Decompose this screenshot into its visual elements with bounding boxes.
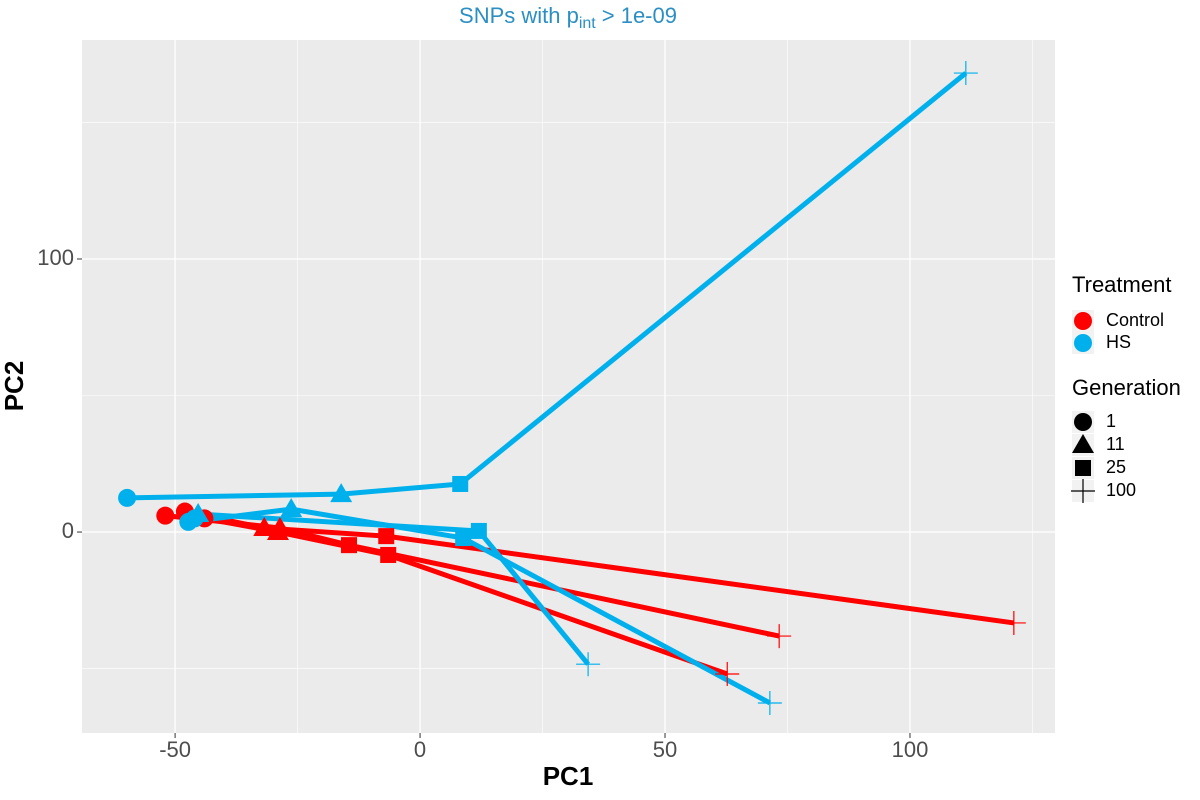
y-tick-label: 100 [37,245,74,270]
legend-label: HS [1106,332,1131,352]
legend-label: 25 [1106,457,1126,477]
legend-label: 11 [1106,434,1125,454]
legend-label: 1 [1106,411,1116,431]
series-line [204,515,729,677]
legend-marker [1072,434,1094,453]
series-line [127,71,968,501]
chart-title: SNPs with pint > 1e-09 [459,3,677,32]
title-subscript: int [579,15,596,32]
legend-label: Control [1106,310,1164,330]
point [757,690,782,715]
legend-marker [1074,413,1092,431]
panel [82,40,1055,733]
legend-title: Treatment [1072,272,1171,297]
point [330,483,353,503]
point [576,652,601,677]
legend-title: Generation [1072,375,1181,400]
point [341,537,358,554]
legend-marker [1075,460,1091,476]
point [266,521,289,541]
point [1001,610,1026,635]
point [953,61,978,86]
point [118,488,137,507]
point [715,662,740,687]
legend-marker [1074,312,1092,330]
point [380,546,397,563]
y-tick-label: 0 [62,518,74,543]
point [470,522,487,539]
x-tick-label: 100 [892,737,929,762]
x-tick-label: 0 [414,737,426,762]
point [187,503,210,523]
point [156,506,175,525]
x-tick-label: 50 [653,737,677,762]
x-tick-label: -50 [159,737,191,762]
point [767,624,792,649]
x-axis-label: PC1 [543,761,594,791]
point [280,498,303,518]
title-main: SNPs with p [459,3,579,28]
title-suffix: > 1e-09 [602,3,677,28]
point [455,530,472,547]
point [452,475,469,492]
legend-marker [1074,334,1092,352]
legend-label: 100 [1106,480,1136,500]
y-axis-label: PC2 [0,361,29,412]
point [378,528,395,545]
point [253,516,276,536]
legend-marker [1071,479,1095,503]
